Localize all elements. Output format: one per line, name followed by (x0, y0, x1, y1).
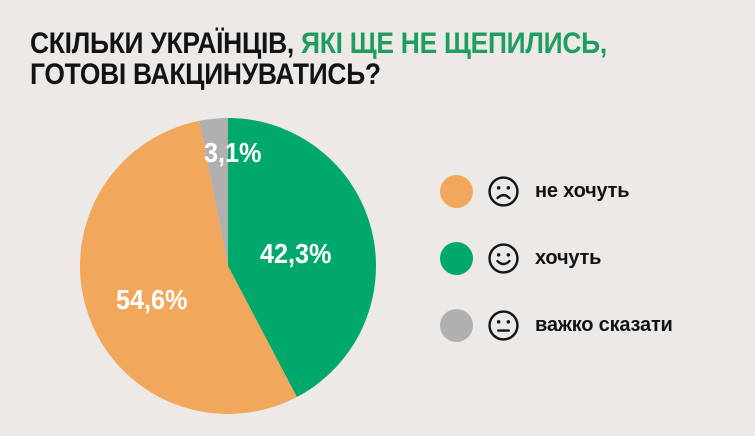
legend-label-khochut: хочуть (535, 247, 602, 269)
title-line1-green: ЯКІ ЩЕ НЕ ЩЕПИЛИСЬ, (301, 27, 607, 60)
legend-item-vazhko-skazaty: важко сказати (440, 309, 673, 342)
happy-face-icon (488, 243, 519, 274)
pie-label-vazhko-skazaty: 3,1% (204, 137, 262, 168)
pie-chart (80, 118, 376, 414)
chart-title: СКІЛЬКИ УКРАЇНЦІВ, ЯКІ ЩЕ НЕ ЩЕПИЛИСЬ, ГО… (30, 28, 607, 90)
neutral-face-icon (488, 310, 519, 341)
title-line1-black: СКІЛЬКИ УКРАЇНЦІВ, (30, 27, 302, 60)
pie-slice-0 (228, 118, 376, 398)
legend-swatch-orange (440, 175, 473, 208)
legend-label-ne-khochut: не хочуть (535, 180, 630, 202)
pie-slice-2 (199, 118, 228, 266)
sad-face-icon (488, 176, 519, 207)
legend: не хочуть хочуть важко сказати (440, 175, 673, 342)
legend-item-ne-khochut: не хочуть (440, 175, 673, 208)
pie-label-ne-khochut: 54,6% (116, 284, 188, 315)
legend-swatch-green (440, 242, 473, 275)
legend-item-khochut: хочуть (440, 242, 673, 275)
pie-slice-1 (80, 120, 297, 414)
title-line2: ГОТОВІ ВАКЦИНУВАТИСЬ? (30, 58, 381, 91)
legend-label-vazhko-skazaty: важко сказати (535, 314, 673, 336)
legend-swatch-gray (440, 309, 473, 342)
pie-label-khochut: 42,3% (260, 238, 332, 269)
pie-chart-area: 42,3% 54,6% 3,1% (80, 118, 376, 414)
